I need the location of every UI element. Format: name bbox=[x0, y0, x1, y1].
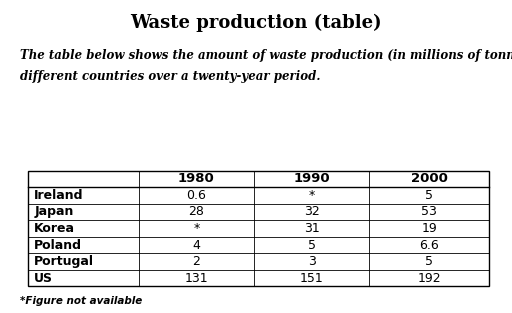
Text: 31: 31 bbox=[304, 222, 319, 235]
Text: 2: 2 bbox=[193, 255, 200, 268]
Text: 0.6: 0.6 bbox=[186, 189, 206, 202]
Text: 6.6: 6.6 bbox=[419, 239, 439, 252]
Text: 2000: 2000 bbox=[411, 172, 447, 185]
Text: 5: 5 bbox=[425, 189, 433, 202]
Text: Ireland: Ireland bbox=[34, 189, 84, 202]
Text: Poland: Poland bbox=[34, 239, 82, 252]
Text: Japan: Japan bbox=[34, 205, 74, 218]
Text: 5: 5 bbox=[425, 255, 433, 268]
Text: 192: 192 bbox=[417, 272, 441, 285]
Text: 28: 28 bbox=[188, 205, 204, 218]
Text: *: * bbox=[308, 189, 315, 202]
Text: The table below shows the amount of waste production (in millions of tonnes) in : The table below shows the amount of wast… bbox=[20, 49, 512, 62]
Text: 1990: 1990 bbox=[293, 172, 330, 185]
Text: Waste production (table): Waste production (table) bbox=[130, 14, 382, 32]
Text: 32: 32 bbox=[304, 205, 319, 218]
Text: 3: 3 bbox=[308, 255, 315, 268]
Text: *Figure not available: *Figure not available bbox=[20, 296, 143, 306]
Text: 53: 53 bbox=[421, 205, 437, 218]
Text: 5: 5 bbox=[308, 239, 315, 252]
Text: 19: 19 bbox=[421, 222, 437, 235]
Text: 131: 131 bbox=[184, 272, 208, 285]
Text: 4: 4 bbox=[193, 239, 200, 252]
Text: different countries over a twenty-year period.: different countries over a twenty-year p… bbox=[20, 70, 321, 84]
Text: Portugal: Portugal bbox=[34, 255, 94, 268]
Text: Korea: Korea bbox=[34, 222, 75, 235]
Text: *: * bbox=[193, 222, 200, 235]
Text: US: US bbox=[34, 272, 53, 285]
Text: 1980: 1980 bbox=[178, 172, 215, 185]
Text: 151: 151 bbox=[300, 272, 324, 285]
